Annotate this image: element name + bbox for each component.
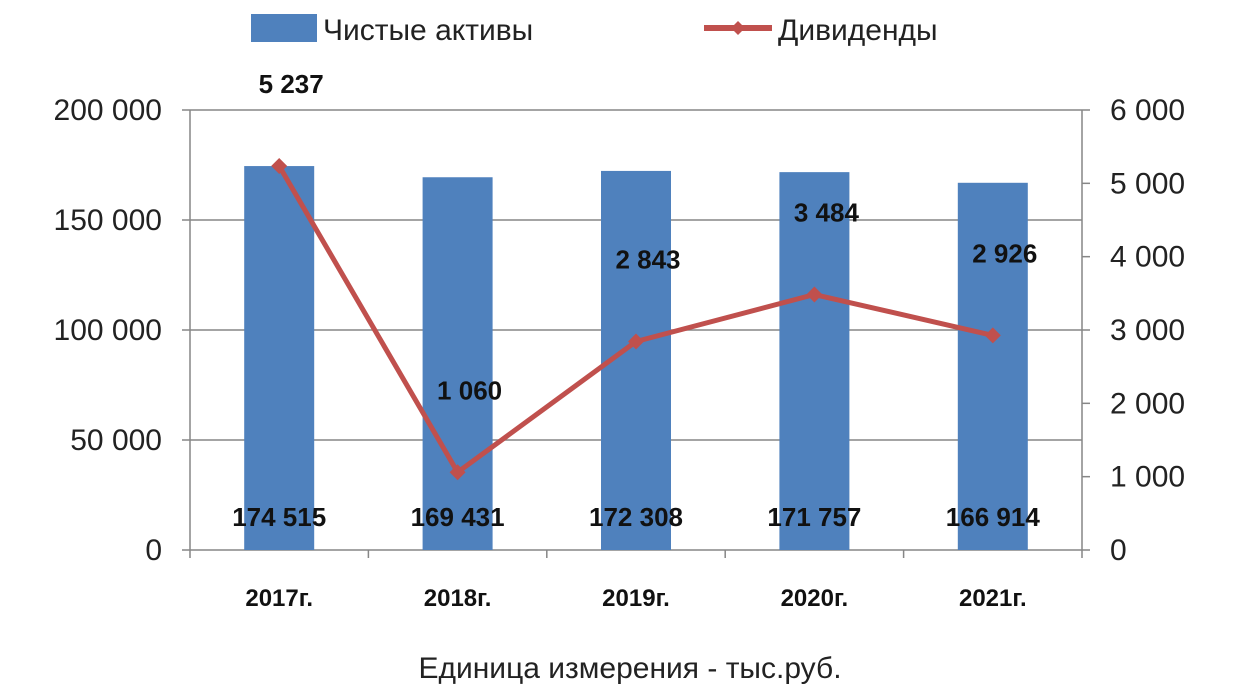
line-series-dividends xyxy=(271,157,1001,481)
tick-label-right: 0 xyxy=(1110,534,1127,567)
point-label-dividends: 5 237 xyxy=(259,69,324,99)
data-labels: 174 515 169 431 172 308 171 757 166 914 5 237… xyxy=(232,69,1040,532)
point-dividends xyxy=(271,157,288,174)
tick-label-left: 150 000 xyxy=(54,204,162,237)
point-label-dividends: 2 843 xyxy=(615,245,680,275)
legend-marker-dividends xyxy=(731,21,745,35)
tick-label-x: 2021г. xyxy=(959,585,1027,612)
tick-label-left: 100 000 xyxy=(54,314,162,347)
legend-swatch-net-assets xyxy=(251,14,317,42)
point-dividends xyxy=(628,333,644,350)
bar-net-assets xyxy=(244,166,315,550)
bar-net-assets xyxy=(779,172,850,551)
tick-label-right: 4 000 xyxy=(1110,241,1185,274)
tick-label-right: 2 000 xyxy=(1110,387,1185,420)
point-dividends xyxy=(449,464,466,481)
bar-series-net-assets xyxy=(244,166,1028,551)
tick-label-x: 2020г. xyxy=(781,585,849,612)
tick-labels: 0 50 000 100 000 150 000 200 000 0 1 000 2 000 3… xyxy=(54,94,1186,612)
point-label-dividends: 3 484 xyxy=(794,198,860,228)
legend-label-dividends: Дивиденды xyxy=(778,14,938,47)
legend-label-net-assets: Чистые активы xyxy=(323,14,533,47)
tick-label-left: 200 000 xyxy=(54,94,162,127)
tick-label-right: 1 000 xyxy=(1110,461,1185,494)
bar-net-assets xyxy=(957,182,1028,551)
bar-label-net-assets: 174 515 xyxy=(232,502,326,532)
tick-label-right: 3 000 xyxy=(1110,314,1185,347)
tick-label-right: 5 000 xyxy=(1110,167,1185,200)
bar-label-net-assets: 169 431 xyxy=(411,502,505,532)
bar-net-assets xyxy=(422,177,493,550)
legend: Чистые активы Дивиденды xyxy=(251,14,938,47)
point-label-dividends: 2 926 xyxy=(972,238,1037,268)
bar-label-net-assets: 172 308 xyxy=(589,502,683,532)
tick-label-left: 50 000 xyxy=(70,424,162,457)
bar-label-net-assets: 166 914 xyxy=(946,502,1041,532)
tick-label-right: 6 000 xyxy=(1110,94,1185,127)
point-label-dividends: 1 060 xyxy=(437,375,502,405)
units-note: Единица измерения - тыс.руб. xyxy=(418,652,841,685)
tick-label-left: 0 xyxy=(145,534,162,567)
tick-label-x: 2019г. xyxy=(602,585,670,612)
tick-label-x: 2017г. xyxy=(245,585,313,612)
tick-label-x: 2018г. xyxy=(424,585,492,612)
point-dividends xyxy=(984,327,1001,344)
point-dividends xyxy=(806,286,823,303)
bar-label-net-assets: 171 757 xyxy=(767,502,861,532)
